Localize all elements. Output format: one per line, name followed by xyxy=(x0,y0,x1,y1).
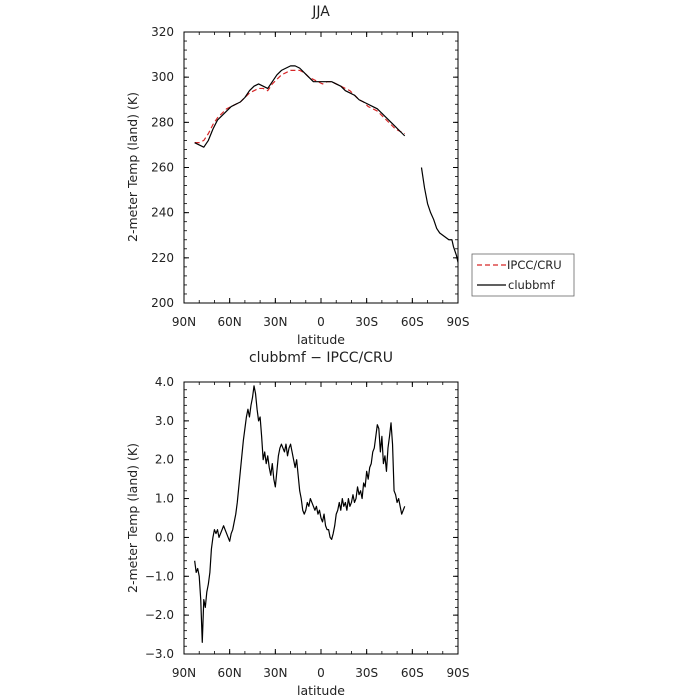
bottom-x-tick-label: 0 xyxy=(317,666,325,680)
top-y-tick-label: 320 xyxy=(151,25,174,39)
bottom-y-tick-label: −3.0 xyxy=(145,647,174,661)
top-x-tick-label: 30S xyxy=(355,315,378,329)
top-x-tick-label: 60N xyxy=(218,315,242,329)
top-x-tick-label: 30N xyxy=(263,315,287,329)
top-y-tick-label: 260 xyxy=(151,161,174,175)
bottom-x-tick-label: 30N xyxy=(263,666,287,680)
bottom-y-tick-label: 2.0 xyxy=(155,453,174,467)
legend-box xyxy=(471,253,575,297)
bottom-y-tick-label: −2.0 xyxy=(145,608,174,622)
bottom-chart-y-axis-label: 2-meter Temp (land) (K) xyxy=(125,443,140,593)
bottom-chart: clubbmf − IPCC/CRU latitude 2-meter Temp… xyxy=(125,350,469,698)
top-chart-ticks: 90N 60N 30N 0 30S 60S 90S 200 220 240 260 280 300 320 xyxy=(151,25,469,329)
top-x-tick-label: 90S xyxy=(447,315,470,329)
top-chart-frame xyxy=(183,31,459,304)
bottom-chart-x-axis-label: latitude xyxy=(297,683,345,698)
legend-label-clubbmf: clubbmf xyxy=(508,278,556,292)
bottom-chart-series xyxy=(194,385,406,643)
top-series-clubbmf-line-0 xyxy=(194,65,406,148)
bottom-x-tick-label: 90N xyxy=(172,666,196,680)
bottom-y-tick-label: 3.0 xyxy=(155,414,174,428)
bottom-y-tick-label: 4.0 xyxy=(155,375,174,389)
bottom-x-tick-label: 60S xyxy=(401,666,424,680)
bottom-x-tick-label: 30S xyxy=(355,666,378,680)
top-chart-x-axis-label: latitude xyxy=(297,332,345,347)
top-y-tick-label: 280 xyxy=(151,115,174,129)
bottom-y-tick-label: −1.0 xyxy=(145,569,174,583)
top-x-tick-label: 60S xyxy=(401,315,424,329)
bottom-chart-title: clubbmf − IPCC/CRU xyxy=(249,350,393,366)
bottom-x-tick-label: 90S xyxy=(447,666,470,680)
legend-label-ipcc: IPCC/CRU xyxy=(507,258,562,272)
top-y-tick-label: 200 xyxy=(151,296,174,310)
top-chart-y-axis-label: 2-meter Temp (land) (K) xyxy=(125,92,140,242)
top-chart-series xyxy=(194,65,459,263)
top-y-tick-label: 220 xyxy=(151,251,174,265)
top-x-tick-label: 0 xyxy=(317,315,325,329)
bottom-y-tick-label: 0.0 xyxy=(155,530,174,544)
top-chart-title: JJA xyxy=(311,4,330,20)
top-x-tick-label: 90N xyxy=(172,315,196,329)
bottom-x-tick-label: 60N xyxy=(218,666,242,680)
bottom-series-0-line-0 xyxy=(194,385,406,643)
bottom-y-tick-label: 1.0 xyxy=(155,492,174,506)
top-chart: JJA latitude 2-meter Temp (land) (K) 90N… xyxy=(125,4,469,347)
bottom-chart-ticks: 90N 60N 30N 0 30S 60S 90S −3.0 −2.0 −1.0 0.0 1.0 2.0… xyxy=(145,375,470,680)
top-series-clubbmf-line-1 xyxy=(420,167,459,263)
top-y-tick-label: 300 xyxy=(151,70,174,84)
top-y-tick-label: 240 xyxy=(151,206,174,220)
legend: IPCC/CRU clubbmf xyxy=(471,253,575,297)
bottom-chart-frame xyxy=(183,381,459,655)
